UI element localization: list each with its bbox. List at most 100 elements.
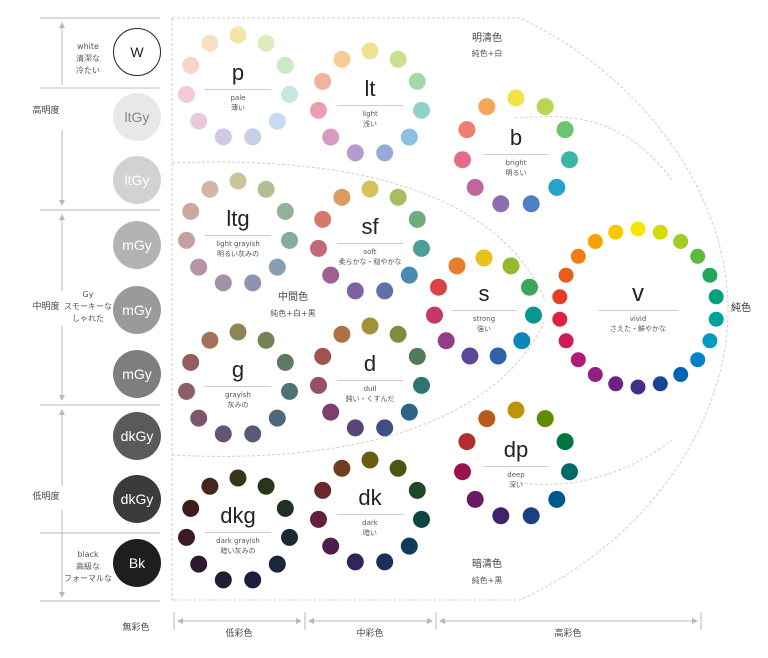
tone-dot-dkg-0 [229, 469, 247, 487]
gray-circle-label: W [130, 44, 144, 60]
tone-dot-sf-8 [310, 239, 327, 257]
tone-dot-lt-10 [333, 50, 351, 68]
tone-label-sf: sf soft 柔らかな・穏やかな [337, 215, 403, 267]
tone-dot-dkg-6 [214, 571, 232, 589]
tone-dot-ltg-10 [201, 180, 219, 198]
tone-dot-g-7 [190, 409, 208, 427]
tone-dot-g-8 [178, 382, 195, 400]
tone-dot-sf-3 [413, 239, 430, 257]
tone-dot-v-10 [652, 376, 668, 392]
tone-dot-g-10 [201, 331, 219, 349]
tone-dot-dk-10 [333, 459, 351, 477]
tone-name-en: dull [337, 380, 403, 394]
tone-name-en: grayish [205, 386, 271, 400]
gray-circle-label: mGy [122, 237, 152, 253]
tone-dot-g-2 [276, 353, 294, 371]
tone-dot-b-5 [522, 195, 540, 213]
low-lightness-label: 低明度 [32, 492, 60, 502]
tone-dot-dp-8 [454, 463, 471, 481]
black-desc-2: フォーマルな [64, 574, 112, 583]
tone-dot-b-9 [458, 121, 476, 139]
tone-dot-dk-7 [322, 537, 340, 555]
tone-dot-v-17 [552, 289, 568, 305]
tone-dot-s-4 [513, 332, 531, 350]
tone-dot-d-7 [322, 403, 340, 421]
tone-dot-p-0 [229, 26, 247, 44]
gray-circle-label: mGy [122, 366, 152, 382]
tone-dot-p-6 [214, 128, 232, 146]
tone-abbr: s [478, 281, 490, 306]
tone-label-g: g grayish 灰みの [205, 358, 271, 410]
tone-dot-ltg-7 [190, 258, 208, 276]
tone-abbr: b [509, 125, 523, 150]
gray-circle-4: mGy [113, 286, 161, 334]
tone-dot-b-0 [507, 89, 525, 107]
tone-name-en: dark [337, 514, 403, 528]
tone-dot-p-10 [201, 34, 219, 52]
tone-dot-dkg-7 [190, 555, 208, 573]
tone-dot-p-1 [257, 34, 275, 52]
tone-dot-dk-6 [346, 553, 364, 571]
tone-dot-sf-6 [346, 282, 364, 300]
tone-dot-dkg-5 [244, 571, 262, 589]
tone-dot-dkg-8 [178, 528, 195, 546]
gray-circle-3: mGy [113, 221, 161, 269]
tone-name-en: light grayish [205, 235, 271, 249]
tone-name-en: vivid [598, 310, 678, 324]
gray-circle-6: dkGy [113, 412, 161, 460]
tone-dot-lt-9 [314, 72, 332, 90]
tone-name-ja: 強い [477, 325, 491, 333]
tone-dot-v-2 [673, 234, 689, 249]
tone-dot-v-12 [608, 376, 624, 392]
tone-dot-dk-8 [310, 510, 327, 528]
tone-name-ja: 明るい灰みの [217, 250, 259, 258]
bottom-axis [173, 612, 702, 630]
tone-name-en: dark grayish [205, 532, 271, 546]
tone-dot-sf-10 [333, 188, 351, 206]
tone-label-ltg: ltg light grayish 明るい灰みの [205, 207, 271, 259]
tone-abbr: ltg [226, 206, 250, 231]
black-label: black [77, 550, 99, 559]
tone-dot-ltg-5 [244, 274, 262, 292]
tone-dot-p-9 [182, 56, 200, 74]
tone-dot-v-21 [608, 224, 624, 240]
tone-dot-v-5 [708, 289, 724, 305]
tone-dot-s-1 [502, 257, 520, 275]
tone-dot-p-5 [244, 128, 262, 146]
tone-name-ja: 暗い灰みの [220, 547, 256, 555]
tone-name-ja: 暗い [363, 529, 377, 537]
tone-dot-dkg-9 [182, 499, 200, 517]
gy-label: Gy [82, 290, 94, 299]
tone-dot-s-0 [475, 249, 493, 267]
tone-dot-v-3 [690, 248, 706, 264]
mid-lightness-label: 中明度 [32, 302, 60, 312]
tone-dot-s-2 [521, 278, 538, 296]
tone-dot-b-4 [548, 178, 566, 196]
tone-abbr: dp [503, 437, 529, 462]
gray-circle-label: dkGy [120, 491, 154, 507]
tone-dot-v-11 [630, 379, 646, 395]
tone-abbr: p [231, 60, 245, 85]
high-lightness-label: 高明度 [32, 106, 60, 116]
gray-circle-label: ltGy [124, 172, 150, 188]
tone-dot-s-10 [448, 257, 466, 275]
tone-dot-v-0 [630, 221, 646, 237]
tone-dot-lt-1 [389, 50, 407, 68]
tone-dot-sf-0 [361, 180, 379, 198]
tone-dot-b-8 [454, 151, 471, 169]
tone-dot-v-9 [673, 367, 689, 382]
tone-dot-g-6 [214, 425, 232, 443]
tone-dot-ltg-1 [257, 180, 275, 198]
tone-abbr: sf [361, 214, 379, 239]
tone-dot-sf-4 [400, 266, 418, 284]
tone-dot-v-6 [708, 311, 724, 327]
tone-abbr: dkg [220, 503, 256, 528]
tone-dot-v-8 [690, 352, 706, 368]
gy-desc-1: スモーキーな [64, 302, 112, 311]
achromatic-label: 無彩色 [122, 623, 150, 633]
white-desc-1: 清潔な [76, 54, 100, 63]
tone-name-en: deep [483, 466, 549, 480]
tone-dot-b-3 [561, 151, 578, 169]
tone-dot-dk-2 [408, 481, 426, 499]
